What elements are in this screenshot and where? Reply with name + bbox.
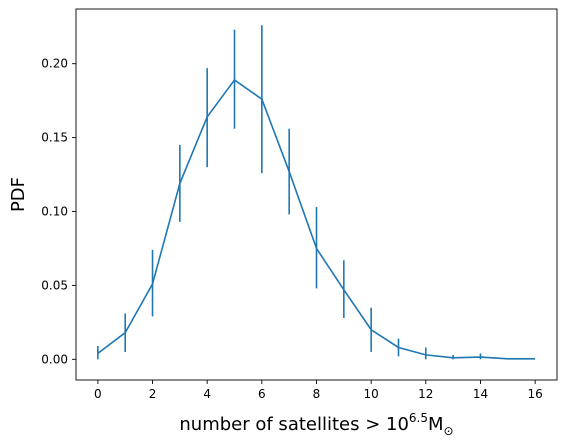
x-tick-label: 16 bbox=[527, 387, 542, 401]
x-tick-label: 8 bbox=[313, 387, 321, 401]
y-tick-label: 0.20 bbox=[41, 57, 68, 71]
y-tick-label: 0.15 bbox=[41, 131, 68, 145]
y-tick-label: 0.10 bbox=[41, 204, 68, 218]
plot-frame bbox=[75, 8, 558, 381]
x-tick-label: 4 bbox=[203, 387, 211, 401]
x-axis-label-unit: M bbox=[428, 414, 444, 435]
error-bars bbox=[97, 25, 482, 360]
y-tick-label: 0.00 bbox=[41, 352, 68, 366]
y-axis-label: PDF bbox=[8, 177, 29, 212]
x-tick-label: 6 bbox=[258, 387, 266, 401]
x-axis-label: number of satellites > 106.5M⊙ bbox=[179, 411, 453, 438]
x-tick-label: 2 bbox=[149, 387, 157, 401]
y-tick-label: 0.05 bbox=[41, 278, 68, 292]
y-axis-ticks: 0.00 0.05 0.10 0.15 0.20 bbox=[41, 57, 76, 366]
x-tick-label: 14 bbox=[473, 387, 488, 401]
x-axis-label-text: number of satellites > 10 bbox=[179, 414, 409, 435]
pdf-series-line bbox=[97, 78, 536, 360]
x-tick-label: 12 bbox=[418, 387, 433, 401]
x-tick-label: 0 bbox=[94, 387, 102, 401]
x-axis-label-unit-subscript: ⊙ bbox=[444, 424, 454, 438]
x-tick-label: 10 bbox=[364, 387, 379, 401]
x-axis-ticks: 0 2 4 6 8 10 12 14 16 bbox=[94, 380, 543, 401]
x-axis-label-superscript: 6.5 bbox=[409, 411, 428, 425]
